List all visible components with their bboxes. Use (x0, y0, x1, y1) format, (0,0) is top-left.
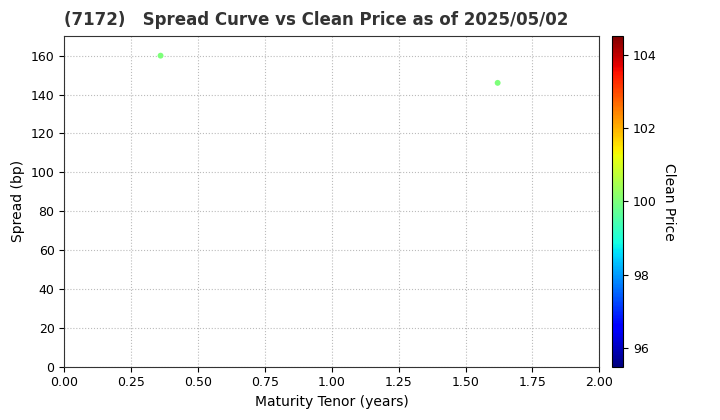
Y-axis label: Clean Price: Clean Price (662, 163, 676, 240)
Point (155, 52, 166, 59)
Y-axis label: Spread (bp): Spread (bp) (11, 160, 25, 242)
Text: (7172)   Spread Curve vs Clean Price as of 2025/05/02: (7172) Spread Curve vs Clean Price as of… (64, 11, 569, 29)
X-axis label: Maturity Tenor (years): Maturity Tenor (years) (255, 395, 409, 409)
Point (492, 79, 503, 86)
